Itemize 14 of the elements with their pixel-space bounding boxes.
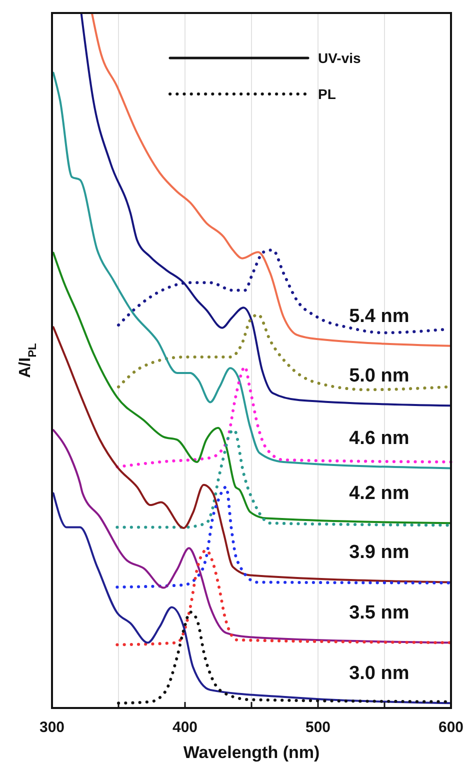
x-tick-label: 500	[305, 719, 331, 736]
series-label: 5.0 nm	[349, 366, 410, 387]
series-label: 3.9 nm	[349, 542, 410, 564]
series-label: 3.5 nm	[349, 602, 410, 624]
series-label: 4.2 nm	[349, 483, 410, 504]
x-tick-label: 600	[438, 719, 464, 736]
x-tick-label: 300	[39, 719, 65, 736]
x-tick-label: 400	[172, 719, 198, 736]
annotation: PL	[318, 86, 336, 102]
annotation: UV-vis	[318, 50, 362, 66]
series-label: 3.0 nm	[349, 663, 410, 684]
x-axis-title: Wavelength (nm)	[183, 743, 320, 762]
series-label: 5.4 nm	[349, 306, 410, 327]
series-label: 4.6 nm	[349, 428, 410, 450]
